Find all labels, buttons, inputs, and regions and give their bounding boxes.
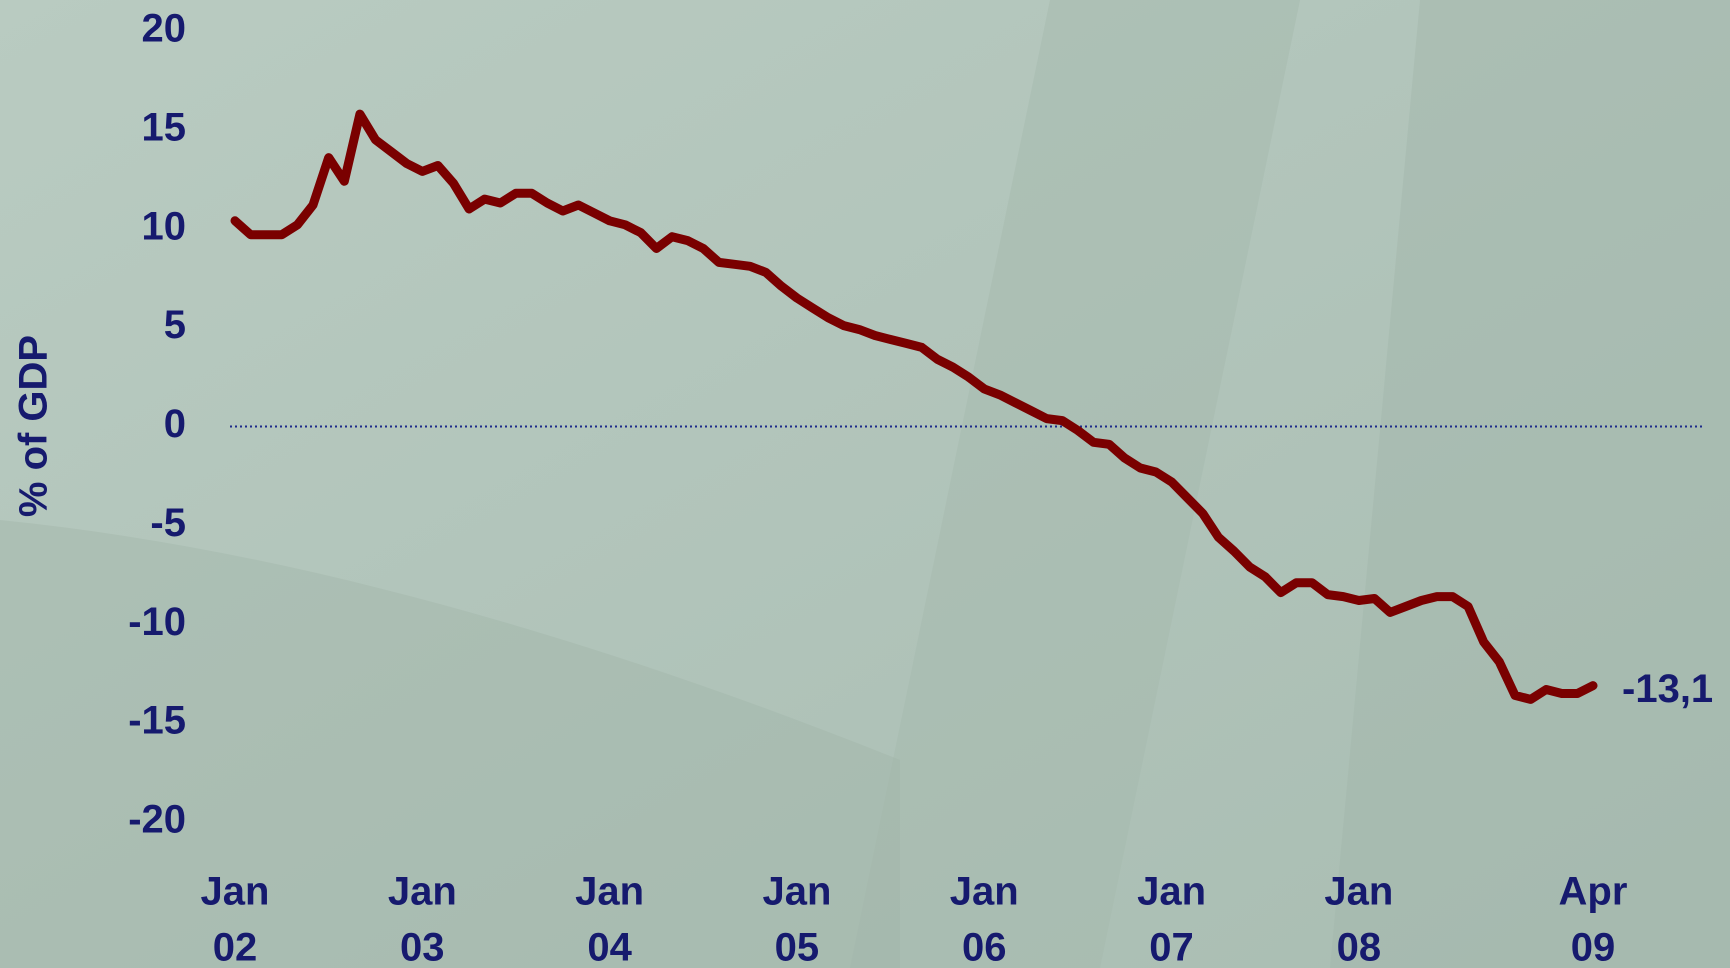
x-tick-label: Jan <box>762 870 831 914</box>
y-axis-label: % of GDP <box>12 335 56 517</box>
x-tick-label: Jan <box>575 870 644 914</box>
y-tick-label: 20 <box>142 7 187 51</box>
y-tick-label: -20 <box>128 798 186 842</box>
x-tick-label: 02 <box>213 926 258 968</box>
x-tick-label: 04 <box>587 926 632 968</box>
x-tick-label: 06 <box>962 926 1007 968</box>
x-tick-label: Jan <box>1137 870 1206 914</box>
y-tick-label: 10 <box>142 204 187 248</box>
x-tick-label: Jan <box>1324 870 1393 914</box>
x-tick-label: Jan <box>201 870 270 914</box>
background-shape <box>1330 0 1730 968</box>
data-line <box>230 109 1598 704</box>
y-tick-label: -10 <box>128 600 186 644</box>
y-tick-label: -15 <box>128 699 186 743</box>
x-tick-label: Jan <box>388 870 457 914</box>
data-label: -13,1 <box>1622 667 1713 711</box>
x-tick-label: 05 <box>775 926 820 968</box>
y-tick-label: -5 <box>150 501 186 545</box>
x-tick-label: Apr <box>1559 870 1628 914</box>
y-tick-label: 15 <box>142 105 187 149</box>
x-tick-label: 03 <box>400 926 445 968</box>
background-shape <box>850 0 1300 968</box>
x-tick-label: 08 <box>1337 926 1382 968</box>
x-tick-label: 07 <box>1149 926 1194 968</box>
y-tick-label: 5 <box>164 303 186 347</box>
x-tick-label: 09 <box>1571 926 1616 968</box>
background-shape <box>0 520 900 968</box>
y-tick-label: 0 <box>164 402 186 446</box>
x-tick-label: Jan <box>950 870 1019 914</box>
